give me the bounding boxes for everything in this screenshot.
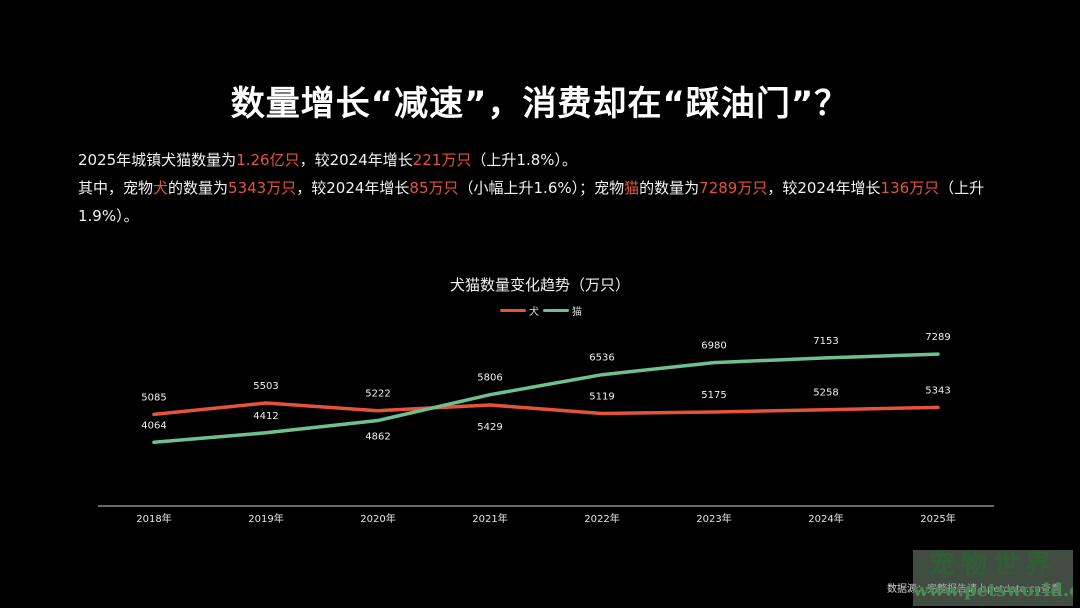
summary-segment: ，较2024年增长 — [296, 179, 410, 197]
data-label: 5175 — [701, 390, 726, 401]
x-tick-label: 2019年 — [248, 512, 283, 525]
legend-swatch-dog — [500, 309, 526, 312]
summary-segment: （小幅上升1.6%）；宠物 — [458, 179, 625, 197]
data-label: 5806 — [477, 373, 502, 384]
highlight-value: 7289万只 — [699, 179, 768, 197]
chart-legend: 犬 猫 — [500, 303, 582, 318]
legend-label-cat: 猫 — [572, 307, 582, 318]
data-label: 5258 — [813, 388, 838, 399]
legend-item-cat[interactable]: 猫 — [543, 303, 582, 318]
highlight-value: 1.26亿只 — [236, 151, 300, 169]
data-label: 4862 — [365, 432, 390, 443]
highlight-value: 猫 — [624, 179, 640, 197]
summary-line-1: 2025年城镇犬猫数量为1.26亿只，较2024年增长221万只（上升1.8%）… — [78, 146, 1008, 174]
summary-segment: 的数量为 — [168, 179, 229, 197]
data-label: 7289 — [925, 332, 950, 343]
summary-line-2: 其中，宠物犬的数量为5343万只，较2024年增长85万只（小幅上升1.6%）；… — [78, 174, 1008, 230]
x-tick-label: 2025年 — [920, 512, 955, 525]
slide-title: 数量增长“减速”，消费却在“踩油门”？ — [230, 84, 850, 124]
watermark: 宠物世界 www.petsworld.cn — [913, 550, 1073, 606]
data-label: 5119 — [589, 391, 614, 402]
highlight-value: 136万只 — [880, 179, 940, 197]
data-label: 5085 — [141, 392, 166, 403]
legend-item-dog[interactable]: 犬 — [500, 303, 539, 318]
watermark-cn: 宠物世界 — [928, 550, 1057, 580]
cat-series-line[interactable] — [152, 352, 940, 445]
x-tick-label: 2024年 — [808, 512, 843, 525]
summary-text: 2025年城镇犬猫数量为1.26亿只，较2024年增长221万只（上升1.8%）… — [78, 146, 1008, 230]
x-tick-label: 2020年 — [360, 512, 395, 525]
summary-segment: （上升1.9%）。 — [78, 179, 985, 225]
data-label: 5503 — [253, 381, 278, 392]
data-label: 6980 — [701, 341, 726, 352]
x-tick-label: 2022年 — [584, 512, 619, 525]
highlight-value: 犬 — [153, 179, 169, 197]
x-tick-label: 2018年 — [136, 512, 171, 525]
summary-segment: （上升1.8%）。 — [471, 151, 578, 169]
watermark-url: www.petsworld.cn — [913, 580, 1073, 601]
data-label: 4064 — [141, 420, 166, 431]
chart-title: 犬猫数量变化趋势（万只） — [449, 276, 630, 294]
data-label: 6536 — [589, 353, 614, 364]
data-label: 5429 — [477, 422, 502, 433]
data-label: 5222 — [365, 389, 390, 400]
dog-series-line[interactable] — [152, 401, 940, 417]
data-label: 7153 — [813, 336, 838, 347]
summary-segment: ，较2024年增长 — [299, 151, 413, 169]
highlight-value: 5343万只 — [228, 179, 297, 197]
legend-label-dog: 犬 — [529, 307, 539, 318]
legend-swatch-cat — [543, 309, 569, 312]
summary-segment: 其中，宠物 — [78, 179, 154, 197]
data-label: 4412 — [253, 411, 278, 422]
data-label: 5343 — [925, 385, 950, 396]
summary-segment: 的数量为 — [639, 179, 700, 197]
x-tick-label: 2023年 — [696, 512, 731, 525]
summary-segment: 2025年城镇犬猫数量为 — [78, 151, 237, 169]
summary-segment: ，较2024年增长 — [767, 179, 881, 197]
highlight-value: 221万只 — [412, 151, 472, 169]
x-tick-label: 2021年 — [472, 512, 507, 525]
highlight-value: 85万只 — [409, 179, 459, 197]
